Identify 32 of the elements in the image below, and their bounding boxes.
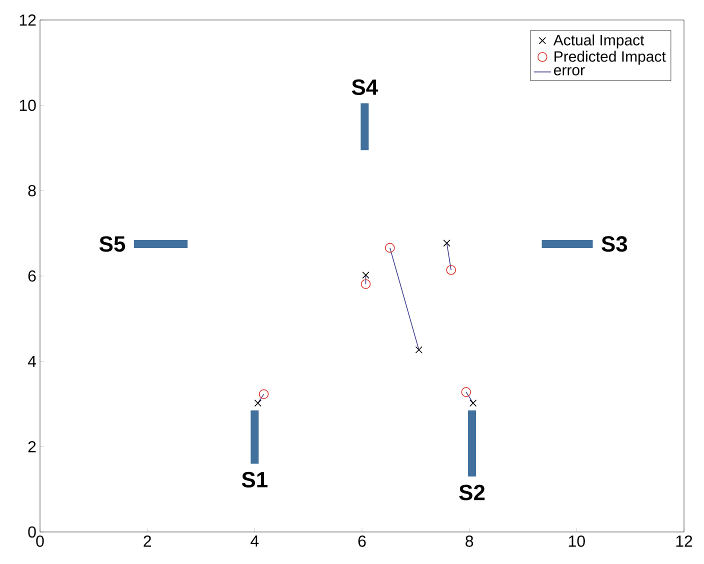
legend-label: error: [554, 67, 585, 76]
x-tick-label: 8: [466, 536, 474, 547]
annotation: S1: [242, 472, 268, 488]
legend-label: Predicted Impact: [554, 50, 666, 65]
x-tick-label: 0: [36, 536, 44, 547]
x-tick-label: 4: [250, 536, 259, 547]
y-tick-label: 0: [28, 526, 36, 538]
point: [461, 387, 472, 397]
y-tick-label: 8: [28, 184, 36, 196]
point: [446, 265, 456, 275]
point: [258, 389, 269, 400]
y-tick-label: 6: [28, 270, 36, 282]
x-tick-label: 12: [676, 536, 692, 547]
point: [385, 242, 395, 253]
annotation: S2: [459, 484, 485, 500]
point: [254, 400, 262, 407]
y-tick-label: 2: [28, 441, 36, 452]
legend-label: Actual Impact: [553, 34, 644, 48]
y-tick-label: 4: [28, 356, 36, 367]
point: [362, 272, 370, 279]
point: [415, 346, 422, 354]
x-tick-label: 10: [568, 536, 585, 547]
annotation: S3: [602, 236, 628, 252]
x-tick-label: 6: [358, 536, 366, 547]
annotation: S5: [99, 236, 126, 252]
point: [470, 400, 477, 407]
point: [360, 279, 371, 289]
x-tick-label: 2: [144, 536, 151, 547]
point: [443, 240, 450, 247]
y-tick-label: 12: [20, 14, 36, 26]
y-tick-label: 10: [20, 100, 36, 111]
annotation: S4: [352, 79, 378, 95]
